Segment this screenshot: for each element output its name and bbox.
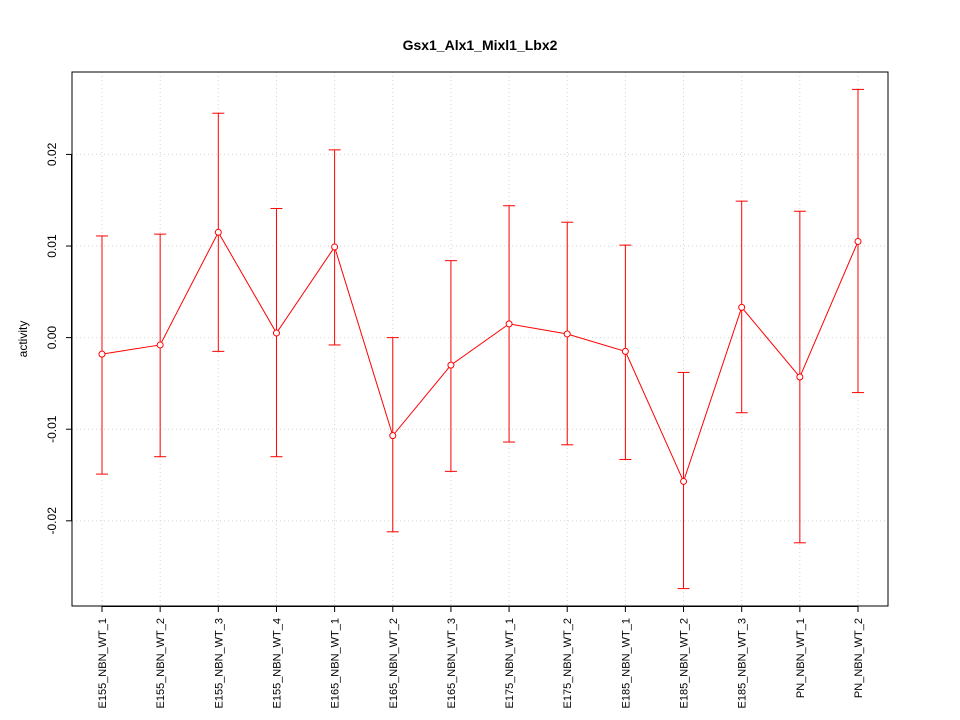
y-tick-label: 0.01 (45, 234, 59, 258)
data-point (854, 237, 862, 245)
x-axis: E155_NBN_WT_1 E155_NBN_WT_2 E155_NBN_WT_3 E… (97, 606, 865, 709)
x-tick-label: E155_NBN_WT_3 (213, 618, 225, 709)
data-point (272, 329, 280, 337)
x-tick-label: E185_NBN_WT_2 (679, 618, 691, 709)
series-polyline (101, 231, 859, 483)
x-tick-label: E165_NBN_WT_1 (330, 618, 342, 709)
y-tick-label: 0.02 (45, 142, 59, 166)
data-point (447, 361, 455, 369)
y-axis-label: activity (16, 321, 30, 358)
chart-title: Gsx1_Alx1_Mixl1_Lbx2 (403, 37, 558, 53)
x-tick-label: E155_NBN_WT_2 (155, 618, 167, 709)
y-axis: -0.02 -0.01 0.00 0.01 0.02 (45, 142, 72, 534)
data-point (389, 432, 397, 440)
data-point (738, 303, 746, 311)
data-point (331, 243, 339, 251)
x-tick-label: E165_NBN_WT_2 (388, 618, 400, 709)
series-line (101, 231, 859, 483)
data-point (563, 330, 571, 338)
data-point (621, 347, 629, 355)
data-point (98, 350, 106, 358)
x-tick-label: PN_NBN_WT_2 (853, 618, 865, 698)
x-tick-label: E165_NBN_WT_3 (446, 618, 458, 709)
x-tick-label: E185_NBN_WT_3 (737, 618, 749, 709)
gridlines (72, 72, 888, 606)
data-point (680, 477, 688, 485)
data-points (98, 228, 862, 485)
y-tick-label: 0.00 (45, 326, 59, 350)
x-tick-label: E185_NBN_WT_1 (620, 618, 632, 709)
x-tick-label: E155_NBN_WT_4 (271, 618, 283, 709)
data-point (156, 341, 164, 349)
x-tick-label: E155_NBN_WT_1 (97, 618, 109, 709)
y-tick-label: -0.01 (45, 415, 59, 443)
x-tick-label: PN_NBN_WT_1 (795, 618, 807, 698)
data-point (796, 373, 804, 381)
data-point (505, 320, 513, 328)
data-point (214, 228, 222, 236)
x-tick-label: E175_NBN_WT_2 (562, 618, 574, 709)
x-tick-label: E175_NBN_WT_1 (504, 618, 516, 709)
y-tick-label: -0.02 (45, 507, 59, 535)
